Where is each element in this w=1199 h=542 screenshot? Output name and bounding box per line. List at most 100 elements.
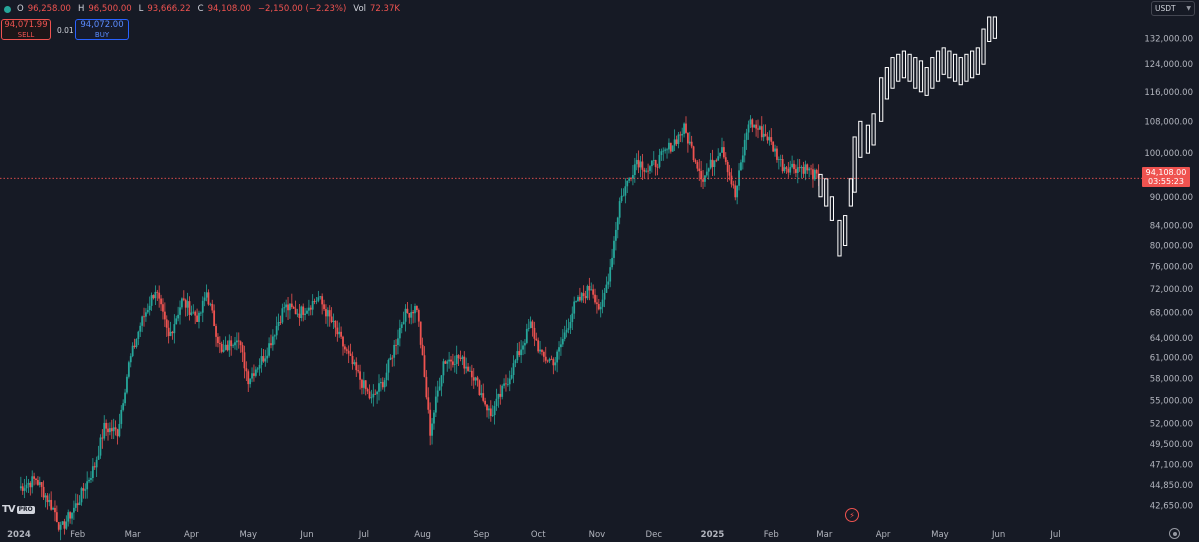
- price-tick-label: 116,000.00: [1144, 88, 1193, 98]
- tradingview-logo-icon[interactable]: TV PRO: [2, 504, 35, 515]
- candle: [577, 295, 579, 302]
- candle: [122, 399, 125, 412]
- candle: [201, 296, 204, 323]
- candle: [40, 482, 43, 498]
- candle: [531, 319, 534, 337]
- candle: [686, 132, 689, 153]
- candle: [109, 422, 111, 436]
- candle: [84, 483, 87, 499]
- candle: [578, 287, 581, 302]
- candle: [512, 355, 515, 384]
- candle: [243, 345, 246, 379]
- candle: [607, 273, 610, 289]
- candle: [567, 318, 570, 334]
- price-tick-label: 61,000.00: [1150, 354, 1193, 364]
- candle: [184, 298, 187, 317]
- gear-icon[interactable]: [1169, 528, 1180, 539]
- candle: [349, 343, 352, 357]
- candle: [287, 296, 289, 320]
- candle: [641, 153, 644, 180]
- candle: [71, 512, 73, 525]
- candle: [126, 374, 128, 395]
- projection-bar: [947, 50, 952, 79]
- candle: [260, 348, 263, 373]
- candle: [459, 350, 462, 362]
- buy-button[interactable]: 94,072.00 BUY: [75, 19, 129, 40]
- price-axis[interactable]: 132,000.00 124,000.00 116,000.00 108,000.00…: [1144, 34, 1193, 511]
- candle: [508, 370, 511, 392]
- candle: [224, 336, 227, 351]
- candle: [300, 305, 303, 322]
- candle: [391, 355, 394, 367]
- candle: [683, 122, 685, 138]
- time-axis[interactable]: 2024 Feb Mar Apr May Jun Jul Aug Sep Oct Nov Dec 202…: [7, 530, 1061, 540]
- candle: [728, 164, 731, 181]
- market-status-icon: [4, 5, 11, 13]
- candle: [137, 330, 140, 346]
- price-tick-label: 49,500.00: [1150, 440, 1193, 450]
- candle: [412, 310, 415, 324]
- candle: [669, 142, 672, 154]
- price-tick-label: 44,850.00: [1150, 481, 1193, 491]
- candle: [541, 349, 543, 356]
- price-tick-label: 124,000.00: [1144, 60, 1193, 70]
- candle: [633, 157, 636, 183]
- candle: [524, 339, 526, 355]
- projection-bar: [907, 53, 912, 82]
- candle: [808, 166, 811, 178]
- candle: [235, 332, 238, 351]
- candle: [772, 141, 775, 153]
- candle: [609, 258, 612, 288]
- candle: [774, 144, 776, 157]
- candle: [393, 340, 396, 367]
- candle: [217, 333, 219, 348]
- candle: [478, 379, 481, 396]
- candle: [491, 405, 494, 417]
- candle: [798, 158, 801, 172]
- currency-select[interactable]: USDT ▼: [1151, 1, 1195, 16]
- candle: [254, 366, 257, 378]
- candle: [141, 315, 144, 333]
- plot-area[interactable]: [19, 16, 997, 541]
- candle: [535, 332, 538, 342]
- lightning-icon[interactable]: ⚡: [845, 508, 859, 522]
- time-tick-label: Mar: [816, 530, 833, 540]
- candle: [124, 388, 126, 406]
- candle: [209, 302, 212, 307]
- candle: [165, 315, 168, 337]
- candle: [264, 349, 267, 367]
- candle: [69, 511, 72, 524]
- sell-button[interactable]: 94,071.99 SELL: [1, 19, 51, 40]
- high-label: H: [77, 4, 85, 14]
- volume-label: Vol: [353, 4, 367, 14]
- candle: [127, 360, 130, 379]
- candle: [584, 290, 587, 304]
- candle: [671, 145, 674, 152]
- candle: [196, 308, 198, 322]
- candle: [33, 472, 36, 486]
- candle: [404, 304, 407, 332]
- open-value: 96,258.00: [27, 4, 71, 14]
- candle: [694, 158, 697, 164]
- projection-bar: [848, 178, 853, 207]
- candle: [42, 480, 45, 501]
- candle: [489, 400, 492, 422]
- candle: [486, 404, 488, 418]
- candle: [289, 303, 291, 319]
- projection-bar: [952, 53, 958, 82]
- candle: [505, 374, 507, 392]
- candle: [791, 155, 794, 169]
- candle: [700, 160, 703, 188]
- candle: [806, 163, 809, 174]
- candle: [561, 329, 564, 347]
- candle: [433, 409, 435, 430]
- candle: [347, 345, 350, 364]
- projection-bar: [843, 215, 848, 246]
- candle: [488, 405, 490, 419]
- candle: [294, 300, 297, 315]
- candle: [90, 471, 92, 483]
- candle: [211, 299, 214, 314]
- price-tick-label: 72,000.00: [1150, 285, 1193, 295]
- candle: [103, 415, 106, 441]
